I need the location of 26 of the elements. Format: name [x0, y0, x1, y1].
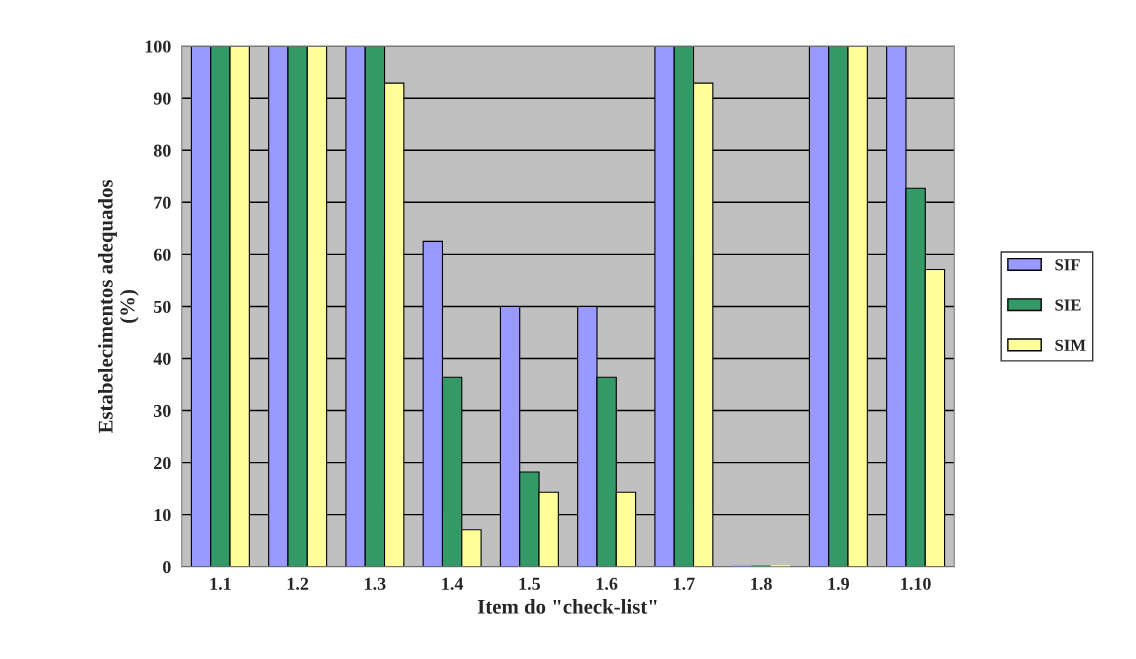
y-tick-label: 0 — [163, 561, 171, 574]
legend-label: SIM — [1055, 339, 1086, 351]
y-tick-label: 90 — [153, 92, 171, 105]
y-tick-label: 10 — [154, 508, 171, 522]
y-tick-label: 20 — [154, 456, 171, 470]
x-tick-label: 1.10 — [901, 577, 931, 590]
y-tick-label: 50 — [154, 300, 171, 313]
x-tick-label: 1.8 — [751, 577, 772, 590]
x-tick-label: 1.7 — [674, 577, 695, 590]
x-tick-label: 1.6 — [596, 577, 618, 590]
x-tick-label: 1.3 — [365, 577, 386, 590]
x-axis-title: Item do "check-list" — [477, 599, 657, 614]
y-tick-label: 30 — [153, 404, 171, 417]
legend-label: SIE — [1055, 299, 1081, 311]
x-tick-label: 1.5 — [519, 577, 540, 590]
x-tick-label: 1.2 — [287, 577, 309, 590]
y-tick-label: 40 — [153, 352, 171, 365]
y-axis-title: Estabelecimentos adequados (%) — [98, 179, 139, 434]
legend-label: SIF — [1055, 259, 1080, 271]
y-tick-label: 60 — [153, 248, 171, 261]
x-tick-label: 1.4 — [442, 577, 464, 590]
y-tick-label: 80 — [153, 144, 171, 157]
x-tick-label: 1.9 — [828, 577, 849, 590]
x-tick-label: 1.1 — [210, 577, 231, 590]
y-tick-label: 100 — [145, 40, 171, 53]
y-tick-label: 70 — [154, 196, 171, 209]
